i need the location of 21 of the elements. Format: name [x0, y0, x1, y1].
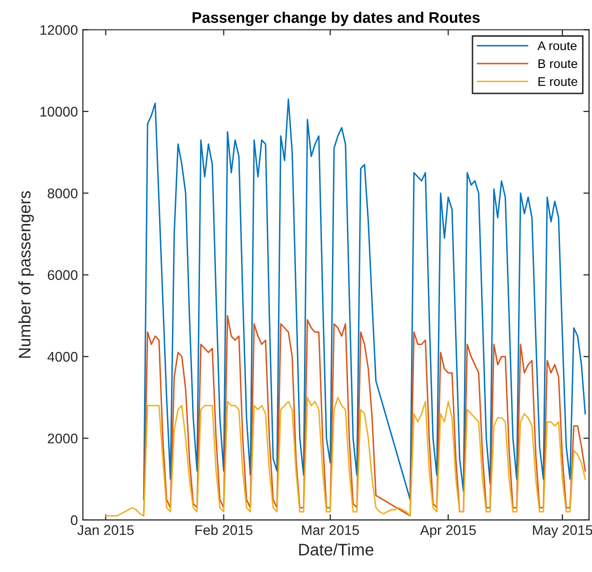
x-tick-label: May 2015: [533, 525, 592, 538]
legend-label: A route: [538, 41, 577, 50]
y-tick-label: 12000: [40, 25, 78, 35]
legend-label: E route: [538, 77, 578, 86]
x-tick-label: Mar 2015: [302, 525, 360, 536]
line-series: [143, 315, 586, 517]
x-tick-label: Feb 2015: [195, 524, 252, 536]
x-tick-label: Jan 2015: [77, 525, 134, 536]
chart-title: Passenger change by dates and Routes: [192, 12, 480, 26]
y-tick-label: 10000: [40, 106, 78, 117]
legend-label: B route: [538, 59, 578, 68]
y-axis-title: Number of passengers: [18, 191, 34, 358]
line-series: [143, 98, 586, 500]
y-tick-label: 4000: [47, 352, 78, 362]
y-tick-label: 2000: [48, 434, 78, 444]
y-tick-label: 6000: [48, 270, 78, 280]
line-series: [105, 396, 586, 517]
y-tick-label: 8000: [48, 188, 78, 198]
x-tick-label: Apr 2015: [420, 525, 476, 538]
y-tick-label: 0: [70, 515, 78, 526]
x-axis-title: Date/Time: [299, 543, 374, 556]
